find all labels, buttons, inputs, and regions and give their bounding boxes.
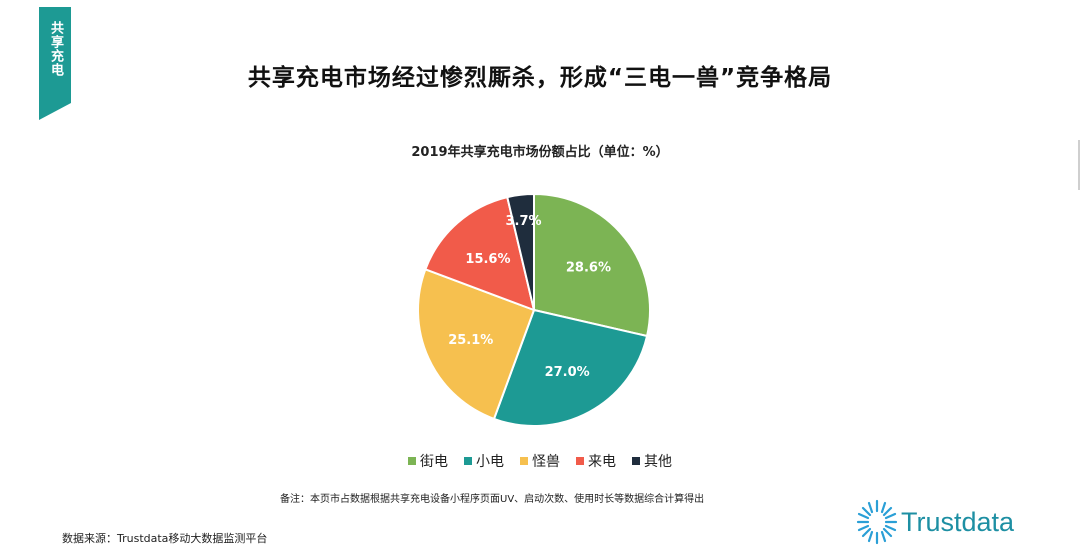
pie-slice-3 [424, 195, 536, 312]
slice-label-1: 27.0% [545, 365, 590, 380]
pie-slice-0 [533, 192, 651, 338]
legend-swatch [632, 457, 640, 465]
edge-divider [1078, 140, 1080, 190]
pie-slice-4 [506, 192, 535, 311]
legend-label: 其他 [644, 454, 672, 470]
chart-note: 备注：本页市占数据根据共享充电设备小程序页面UV、启动次数、使用时长等数据综合计… [280, 494, 705, 505]
legend-label: 街电 [420, 454, 448, 470]
page-title: 共享充电市场经过惨烈厮杀，形成“三电一兽”竞争格局 [247, 65, 833, 91]
legend-item-2: 怪兽 [520, 451, 560, 471]
brand-name: Trustdata [901, 506, 1015, 537]
slice-label-0: 28.6% [566, 261, 611, 276]
legend-swatch [408, 457, 416, 465]
slice-label-3: 15.6% [465, 252, 510, 267]
legend-label: 小电 [476, 454, 504, 470]
chart-legend: 街电 小电 怪兽 来电 其他 [0, 451, 1080, 471]
legend-swatch [520, 457, 528, 465]
sunburst-icon [856, 499, 898, 545]
legend-item-0: 街电 [408, 451, 448, 471]
pie-slice-1 [492, 308, 649, 427]
section-tag: 共享充电 [39, 7, 71, 120]
data-source: 数据来源：Trustdata移动大数据监测平台 [62, 532, 268, 545]
pie-slice-2 [417, 268, 536, 421]
slice-label-4: 3.7% [505, 214, 541, 229]
trustdata-logo: Trustdata [855, 497, 1014, 547]
legend-swatch [464, 457, 472, 465]
legend-swatch [576, 457, 584, 465]
slice-label-2: 25.1% [448, 333, 493, 348]
chart-title: 2019年共享充电市场份额占比（单位：%） [411, 145, 669, 160]
legend-item-4: 其他 [632, 451, 672, 471]
legend-label: 来电 [588, 454, 616, 470]
legend-item-3: 来电 [576, 451, 616, 471]
legend-item-1: 小电 [464, 451, 504, 471]
legend-label: 怪兽 [532, 454, 560, 470]
